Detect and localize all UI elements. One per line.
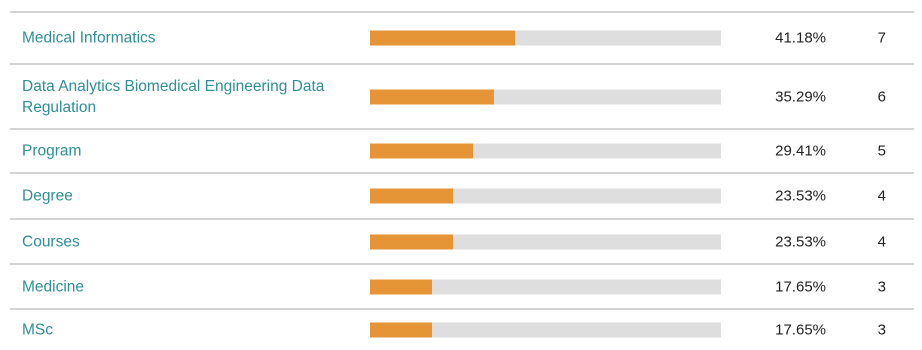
result-row-data-analytics: Data Analytics Biomedical Engineering Da… [10,65,914,130]
progress-track [370,322,721,338]
progress-fill [370,322,432,338]
result-count: 6 [877,88,886,105]
result-percent: 17.65% [775,278,826,295]
result-label-link[interactable]: Courses [22,233,80,250]
result-row-courses: Courses 23.53% 4 [10,220,914,265]
progress-fill [370,279,432,294]
progress-track [370,30,721,46]
result-percent: 29.41% [775,142,826,160]
result-row-program: Program 29.41% 5 [10,130,914,174]
top-divider [10,11,914,13]
result-count: 3 [877,278,886,295]
result-percent: 23.53% [775,233,826,250]
result-row-medicine: Medicine 17.65% 3 [10,265,914,310]
progress-track [370,89,721,104]
result-row-msc: MSc 17.65% 3 [10,310,914,350]
result-count: 5 [877,142,886,160]
progress-track [370,188,721,204]
result-label-link[interactable]: Degree [22,187,73,205]
progress-track [370,279,721,294]
result-percent: 35.29% [775,88,826,105]
result-count: 4 [877,187,886,205]
result-row-medical-informatics: Medical Informatics 41.18% 7 [10,13,914,65]
result-label-link[interactable]: MSc [22,321,53,339]
progress-fill [370,234,453,249]
progress-track [370,143,721,159]
result-count: 7 [877,29,886,47]
result-row-degree: Degree 23.53% 4 [10,174,914,220]
progress-fill [370,89,494,104]
progress-fill [370,188,453,204]
result-percent: 41.18% [775,29,826,47]
result-label-link[interactable]: Program [22,142,82,160]
result-percent: 17.65% [775,321,826,339]
result-label-link[interactable]: Data Analytics Biomedical Engineering Da… [22,77,325,116]
result-percent: 23.53% [775,187,826,205]
result-label-link[interactable]: Medicine [22,278,85,295]
result-label-link[interactable]: Medical Informatics [22,29,156,47]
progress-track [370,234,721,249]
progress-fill [370,30,515,46]
progress-fill [370,143,474,159]
result-count: 3 [877,321,886,339]
result-count: 4 [877,233,886,250]
